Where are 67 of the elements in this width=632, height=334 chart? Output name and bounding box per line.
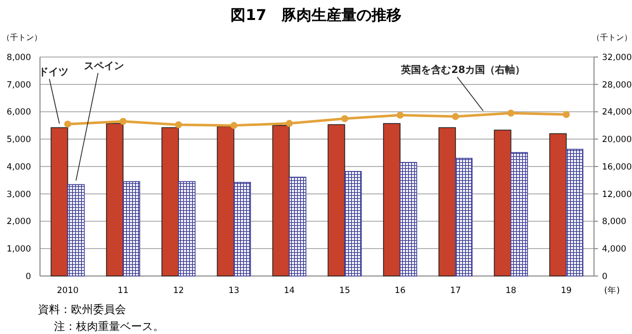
bar: [234, 182, 251, 276]
y2-tick-label: 4,000: [602, 244, 626, 255]
bar: [272, 125, 290, 276]
text: スペイン: [84, 61, 124, 72]
bar: [510, 152, 528, 276]
x-tick-label: 12: [173, 286, 184, 296]
text: ドイツ: [38, 67, 68, 78]
point: [230, 122, 238, 129]
bar: [400, 162, 418, 276]
bar: [161, 127, 179, 276]
bar: [67, 184, 85, 276]
point: [452, 113, 459, 120]
bar: [50, 127, 68, 276]
point: [175, 121, 182, 128]
y-tick-label: 2,000: [6, 217, 31, 228]
x-tick-label: 18: [505, 286, 516, 296]
x-tick-label: 11: [118, 286, 129, 296]
y-tick-label: 7,000: [6, 80, 31, 90]
y2-tick-label: 16,000: [602, 162, 632, 172]
y-axis-title: （千トン）: [2, 33, 42, 42]
x-tick-label: 13: [228, 286, 240, 296]
bar: [566, 148, 584, 276]
y-tick-label: 1,000: [6, 244, 31, 255]
chart-title: 図17 豚肉生産量の推移: [230, 6, 402, 24]
y2-tick-label: 32,000: [602, 52, 632, 63]
bar: [328, 124, 346, 276]
bar: [288, 176, 306, 276]
point: [286, 120, 293, 127]
y-tick-label: 0: [26, 272, 31, 282]
point: [341, 115, 348, 122]
x-tick-label: 14: [284, 286, 295, 296]
y2-tick-label: 24,000: [602, 108, 632, 118]
y2-tick-label: 8,000: [602, 217, 626, 228]
x-tick-label: 19: [560, 286, 572, 296]
bar: [549, 133, 567, 276]
point: [562, 110, 570, 118]
x-tick-label: 17: [450, 286, 461, 296]
y2-tick-label: 20,000: [602, 135, 632, 146]
bar: [344, 171, 362, 276]
bar: [494, 130, 512, 276]
bar: [383, 123, 400, 276]
point: [64, 120, 72, 128]
point: [120, 118, 127, 125]
y2-tick-label: 28,000: [602, 80, 632, 90]
y2-tick-label: 0: [602, 272, 608, 282]
bar: [122, 181, 140, 276]
text: 英国を含む28カ国（右軸）: [400, 64, 526, 76]
x-tick-label: 15: [339, 286, 350, 296]
bar: [216, 126, 234, 276]
y2-tick-label: 12,000: [602, 190, 632, 200]
bar: [106, 123, 124, 276]
y-tick-label: 6,000: [6, 108, 31, 118]
point: [507, 110, 514, 117]
y-tick-label: 8,000: [6, 52, 31, 63]
bar: [178, 181, 196, 276]
y-tick-label: 4,000: [6, 162, 31, 172]
text: 資料：欧州委員会: [38, 303, 126, 316]
y2-axis-title: （千トン）: [592, 33, 632, 42]
x-tick-label: 2010: [56, 286, 79, 296]
x-axis-title: (年): [604, 285, 620, 296]
x-tick-label: 16: [394, 286, 406, 296]
bar: [438, 127, 456, 276]
text: 注：枝肉重量ベース。: [54, 320, 164, 333]
bar: [455, 158, 473, 276]
y-tick-label: 3,000: [6, 190, 31, 200]
point: [396, 112, 404, 119]
y-tick-label: 5,000: [6, 135, 31, 146]
